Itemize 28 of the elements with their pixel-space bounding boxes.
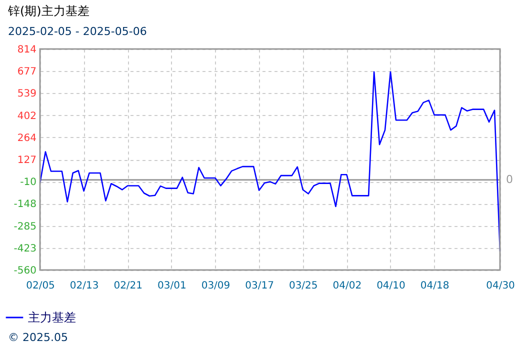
chart-subtitle: 2025-02-05 - 2025-05-06 xyxy=(8,25,147,38)
y-tick-label: 677 xyxy=(17,66,36,78)
x-tick-label: 03/09 xyxy=(201,280,230,292)
y-tick-label: -148 xyxy=(14,199,36,210)
y-tick-label: 127 xyxy=(17,155,36,166)
y-tick-label: 264 xyxy=(17,132,36,144)
text: © 2025.05 xyxy=(8,331,68,344)
y-tick-label: -560 xyxy=(14,266,36,276)
x-tick-label: 04/10 xyxy=(376,280,406,292)
y-tick-label: 539 xyxy=(17,88,36,100)
x-tick-label: 04/30 xyxy=(486,280,515,292)
x-tick-label: 02/21 xyxy=(114,280,143,292)
legend-label: 主力基差 xyxy=(28,310,76,324)
line-series xyxy=(39,71,501,252)
x-tick-label: 04/02 xyxy=(332,280,362,292)
chart-title: 锌(期)主力基差 xyxy=(7,4,90,18)
y-tick-label: 402 xyxy=(17,110,36,122)
y-tick-label: -285 xyxy=(14,221,36,232)
y-tick-label: -423 xyxy=(14,243,36,254)
x-tick-label: 03/01 xyxy=(158,280,186,292)
x-tick-label: 02/05 xyxy=(26,280,55,292)
ref-line-label: 0 xyxy=(506,172,513,186)
x-tick-label: 03/25 xyxy=(288,280,318,292)
x-tick-label: 03/17 xyxy=(245,280,274,292)
x-tick-label: 04/18 xyxy=(420,280,450,292)
x-tick-label: 02/13 xyxy=(70,280,99,292)
y-tick-label: 814 xyxy=(17,44,36,56)
y-tick-label: -10 xyxy=(20,177,36,188)
